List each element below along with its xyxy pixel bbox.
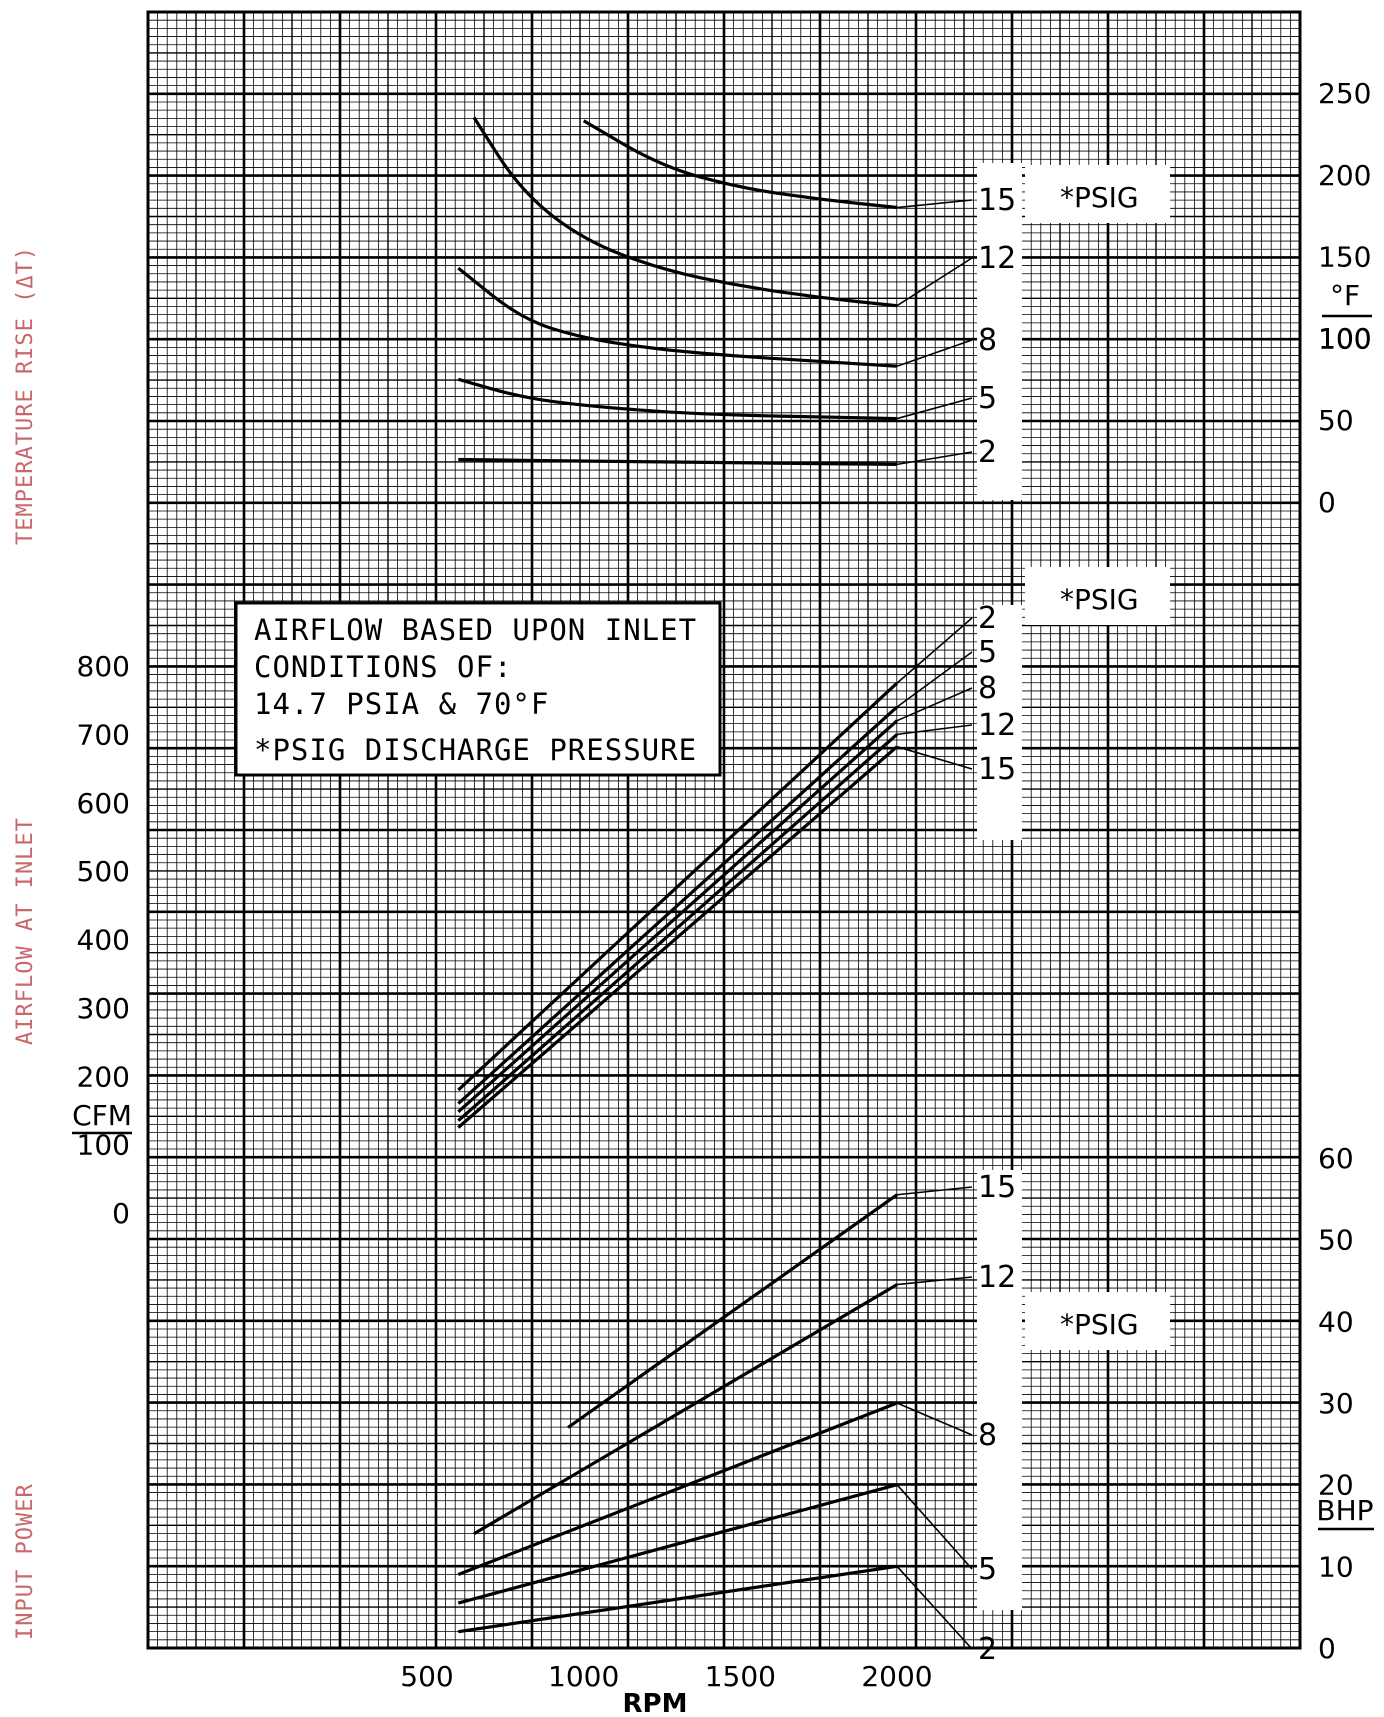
y-tick-airflow-700: 700 bbox=[77, 718, 130, 751]
curve-power-15 bbox=[567, 1193, 898, 1429]
unit-bhp-label: BHP bbox=[1316, 1494, 1373, 1527]
side-label-airflow: AIRFLOW AT INLET bbox=[13, 817, 38, 1045]
leader-power-8 bbox=[896, 1402, 973, 1436]
y-tick-airflow-500: 500 bbox=[77, 855, 130, 888]
curve-airflow-2 bbox=[457, 681, 899, 1092]
y-tick-temperature-100: 100 bbox=[1318, 322, 1371, 355]
y-tick-power-30: 30 bbox=[1318, 1387, 1354, 1420]
y-tick-temperature-250: 250 bbox=[1318, 77, 1371, 110]
curve-label-airflow-8: 8 bbox=[978, 671, 997, 706]
curve-airflow-15 bbox=[457, 745, 899, 1129]
curve-label-airflow-15: 15 bbox=[978, 752, 1016, 787]
leader-power-5 bbox=[896, 1484, 973, 1570]
curve-label-temperature-12: 12 bbox=[978, 241, 1016, 276]
leader-airflow-12 bbox=[896, 724, 973, 736]
y-tick-power-0: 0 bbox=[1318, 1632, 1336, 1665]
y-tick-power-60: 60 bbox=[1318, 1142, 1354, 1175]
y-tick-temperature-0: 0 bbox=[1318, 486, 1336, 519]
leader-temperature-2 bbox=[896, 451, 973, 466]
y-tick-airflow-600: 600 bbox=[77, 787, 130, 820]
y-tick-temperature-150: 150 bbox=[1318, 241, 1371, 274]
leader-temperature-8 bbox=[896, 339, 973, 367]
leader-power-12 bbox=[896, 1276, 973, 1286]
tick-labels: 0501001502002500100200300400500600700800… bbox=[77, 77, 1374, 1693]
y-tick-power-40: 40 bbox=[1318, 1305, 1354, 1338]
graph-paper-grid bbox=[146, 10, 1302, 1650]
y-tick-airflow-800: 800 bbox=[77, 650, 130, 683]
curve-label-temperature-5: 5 bbox=[978, 381, 997, 416]
y-tick-temperature-50: 50 bbox=[1318, 404, 1354, 437]
y-tick-power-20: 20 bbox=[1318, 1469, 1354, 1502]
unit-cfm: CFM bbox=[72, 1099, 132, 1132]
curve-airflow-5 bbox=[457, 705, 899, 1105]
leader-airflow-2 bbox=[896, 617, 973, 684]
curve-label-power-8: 8 bbox=[978, 1418, 997, 1453]
curve-temperature-5 bbox=[457, 377, 898, 421]
label-strip-power bbox=[977, 1170, 1022, 1610]
curve-label-airflow-5: 5 bbox=[978, 635, 997, 670]
curves bbox=[457, 116, 899, 1634]
curve-power-2 bbox=[458, 1564, 898, 1634]
curve-label-temperature-2: 2 bbox=[978, 435, 997, 470]
leader-temperature-12 bbox=[896, 257, 973, 307]
x-axis-title: RPM bbox=[623, 1689, 688, 1717]
unit-temp-top: °F bbox=[1330, 279, 1360, 312]
y-tick-airflow-400: 400 bbox=[77, 924, 130, 957]
curve-airflow-12 bbox=[457, 733, 899, 1122]
curve-power-8 bbox=[457, 1401, 898, 1576]
curve-temperature-8 bbox=[457, 266, 898, 368]
x-tick-1000: 1000 bbox=[548, 1660, 619, 1693]
leader-airflow-8 bbox=[896, 687, 973, 722]
curve-label-airflow-2: 2 bbox=[978, 601, 997, 636]
label-strip-airflow bbox=[977, 605, 1022, 840]
leader-temperature-15 bbox=[896, 199, 973, 209]
note-line-2: CONDITIONS OF: bbox=[254, 650, 512, 684]
curve-label-power-12: 12 bbox=[978, 1260, 1016, 1295]
curve-label-temperature-15: 15 bbox=[978, 183, 1016, 218]
y-tick-power-10: 10 bbox=[1318, 1550, 1354, 1583]
curve-temperature-2 bbox=[458, 457, 898, 466]
y-tick-temperature-200: 200 bbox=[1318, 159, 1371, 192]
leader-power-2 bbox=[896, 1565, 973, 1650]
x-tick-500: 500 bbox=[400, 1660, 453, 1693]
curve-label-power-2: 2 bbox=[978, 1632, 997, 1667]
psig-box-power bbox=[1025, 1292, 1170, 1350]
curve-label-power-15: 15 bbox=[978, 1170, 1016, 1205]
label-strip-temperature bbox=[977, 163, 1022, 500]
psig-title-power: *PSIG bbox=[1060, 1308, 1139, 1341]
psig-box-airflow bbox=[1025, 567, 1170, 625]
x-tick-2000: 2000 bbox=[861, 1660, 932, 1693]
psig-title-temperature: *PSIG bbox=[1060, 181, 1139, 214]
leader-airflow-15 bbox=[896, 745, 973, 770]
side-label-temperature: TEMPERATURE RISE (ΔT) bbox=[13, 246, 38, 545]
leader-temperature-5 bbox=[896, 397, 973, 420]
side-label-power: INPUT POWER bbox=[13, 1483, 38, 1640]
curve-power-5 bbox=[457, 1483, 898, 1605]
curve-power-12 bbox=[473, 1283, 898, 1536]
curve-label-temperature-8: 8 bbox=[978, 323, 997, 358]
y-tick-airflow-300: 300 bbox=[77, 992, 130, 1025]
note-box bbox=[234, 601, 722, 777]
curve-label-airflow-12: 12 bbox=[978, 708, 1016, 743]
curve-label-power-5: 5 bbox=[978, 1552, 997, 1587]
psig-box-temperature bbox=[1025, 165, 1170, 223]
unit-temp-bottom: 100 bbox=[1318, 322, 1371, 355]
y-tick-power-50: 50 bbox=[1318, 1224, 1354, 1257]
note-line-1: AIRFLOW BASED UPON INLET bbox=[254, 613, 697, 647]
note-line-4: *PSIG DISCHARGE PRESSURE bbox=[254, 733, 697, 767]
y-tick-airflow-200: 200 bbox=[77, 1060, 130, 1093]
psig-title-airflow: *PSIG bbox=[1060, 583, 1139, 616]
y-tick-airflow-0: 0 bbox=[112, 1197, 130, 1230]
curve-airflow-8 bbox=[457, 719, 899, 1113]
note-line-3: 14.7 PSIA & 70°F bbox=[254, 687, 549, 721]
leader-airflow-5 bbox=[896, 651, 973, 708]
leader-power-15 bbox=[896, 1186, 973, 1196]
x-tick-1500: 1500 bbox=[705, 1660, 776, 1693]
curve-temperature-12 bbox=[472, 116, 898, 308]
curve-temperature-15 bbox=[582, 119, 898, 210]
